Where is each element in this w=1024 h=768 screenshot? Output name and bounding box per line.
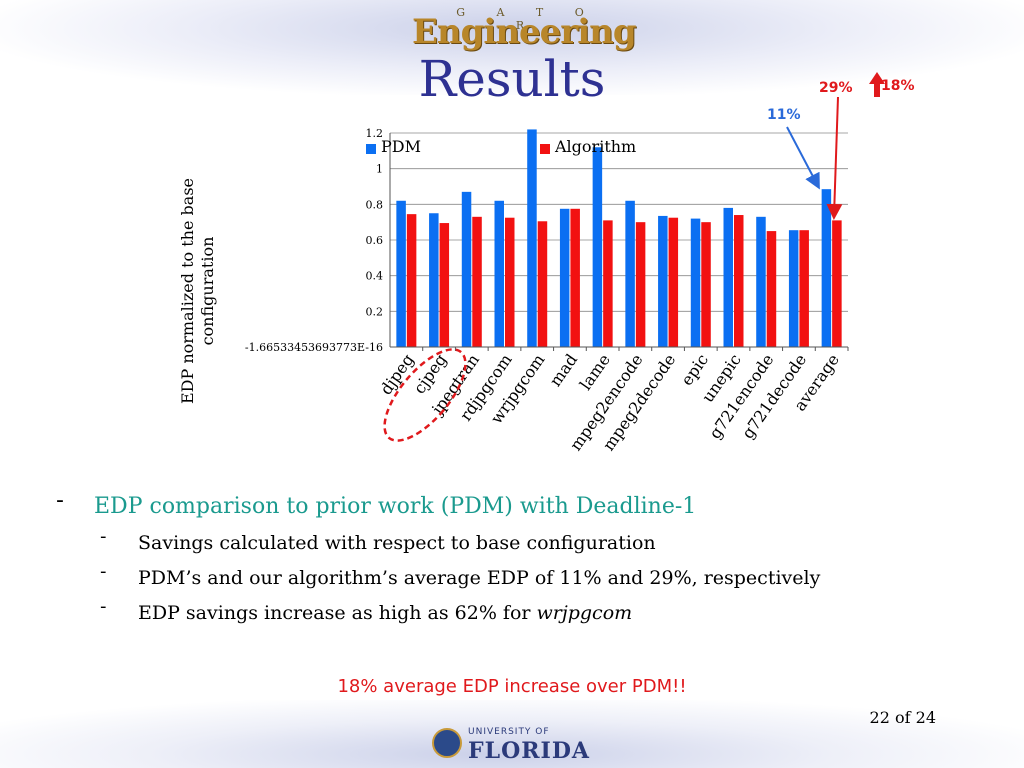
bar-algorithm-mpeg2decode bbox=[668, 217, 679, 347]
bar-algorithm-g721decode bbox=[799, 230, 809, 347]
bar-algorithm-rdjpgcom bbox=[505, 217, 515, 347]
pdm-average-arrow bbox=[786, 126, 820, 190]
y-tick-label: 1.2 bbox=[366, 127, 384, 140]
y-tick-label: 0.4 bbox=[366, 270, 384, 283]
bar-algorithm-wrjpgcom bbox=[537, 221, 548, 347]
y-tick-label: 1 bbox=[376, 163, 383, 176]
bar-pdm-mpeg2encode bbox=[625, 200, 635, 347]
bar-algorithm-lame bbox=[603, 220, 613, 347]
bullet-dash: - bbox=[100, 561, 107, 582]
bar-pdm-unepic bbox=[723, 207, 733, 347]
bar-algorithm-djpeg bbox=[406, 214, 417, 347]
bar-pdm-average bbox=[821, 189, 832, 347]
bar-pdm-djpeg bbox=[396, 200, 406, 347]
bar-pdm-g721encode bbox=[756, 216, 766, 347]
legend-swatch-algorithm bbox=[540, 144, 550, 154]
bar-pdm-jpegtran bbox=[461, 191, 472, 347]
algorithm-average-arrow bbox=[826, 96, 843, 220]
logo-engineering-text: Engineering bbox=[412, 12, 637, 52]
bullet-dash: - bbox=[56, 488, 64, 513]
footer-band bbox=[0, 700, 1024, 768]
edp-bar-chart: -1.66533453693773E-160.20.40.60.811.2djp… bbox=[245, 72, 885, 454]
y-tick-label: 0.8 bbox=[366, 198, 384, 211]
bar-pdm-lame bbox=[592, 147, 603, 347]
bar-algorithm-cjpeg bbox=[439, 223, 450, 347]
logo-university-text: UNIVERSITY OF bbox=[468, 727, 550, 737]
bar-pdm-epic bbox=[690, 218, 701, 347]
gator-engineering-logo: G A T O R Engineering bbox=[412, 4, 637, 56]
logo-florida-text: FLORIDA bbox=[468, 738, 590, 764]
bar-algorithm-mad bbox=[570, 208, 580, 347]
bullet-dash: - bbox=[100, 526, 107, 547]
increase-up-arrow-icon bbox=[869, 72, 885, 97]
bar-pdm-g721decode bbox=[788, 230, 799, 347]
bar-pdm-rdjpgcom bbox=[494, 200, 504, 347]
bar-algorithm-epic bbox=[701, 222, 711, 347]
legend-swatch-pdm bbox=[366, 144, 376, 154]
x-tick-label-mad: mad bbox=[546, 350, 582, 390]
pdm-average-annotation: 11% bbox=[767, 107, 801, 123]
y-tick-label: -1.66533453693773E-16 bbox=[245, 341, 383, 354]
bar-pdm-wrjpgcom bbox=[527, 129, 537, 347]
bar-algorithm-jpegtran bbox=[472, 216, 482, 347]
bullet-dash: - bbox=[100, 596, 107, 617]
legend-label-algorithm: Algorithm bbox=[554, 137, 636, 156]
bar-algorithm-unepic bbox=[734, 215, 744, 347]
bar-pdm-cjpeg bbox=[429, 213, 439, 347]
header-band bbox=[0, 0, 1024, 95]
legend-label-pdm: PDM bbox=[381, 137, 421, 156]
y-tick-label: 0.2 bbox=[366, 305, 384, 318]
highlight-ellipse bbox=[383, 348, 467, 442]
bar-pdm-mpeg2decode bbox=[658, 215, 668, 347]
page-number: 22 of 24 bbox=[869, 708, 936, 727]
bar-algorithm-mpeg2encode bbox=[635, 222, 646, 347]
uf-logo: UNIVERSITY OF FLORIDA bbox=[432, 726, 589, 764]
logo-gator-text: G A T O R bbox=[456, 6, 598, 32]
bar-pdm-mad bbox=[559, 208, 570, 347]
increase-annotation: 18% bbox=[881, 78, 915, 94]
footer-note: 18% average EDP increase over PDM!! bbox=[337, 676, 687, 697]
uf-seal-icon bbox=[432, 728, 462, 758]
bar-algorithm-g721encode bbox=[766, 231, 777, 347]
algorithm-average-annotation: 29% bbox=[819, 80, 853, 96]
y-tick-label: 0.6 bbox=[366, 234, 384, 247]
bar-algorithm-average bbox=[832, 220, 842, 347]
slide-title: Results bbox=[418, 50, 606, 108]
